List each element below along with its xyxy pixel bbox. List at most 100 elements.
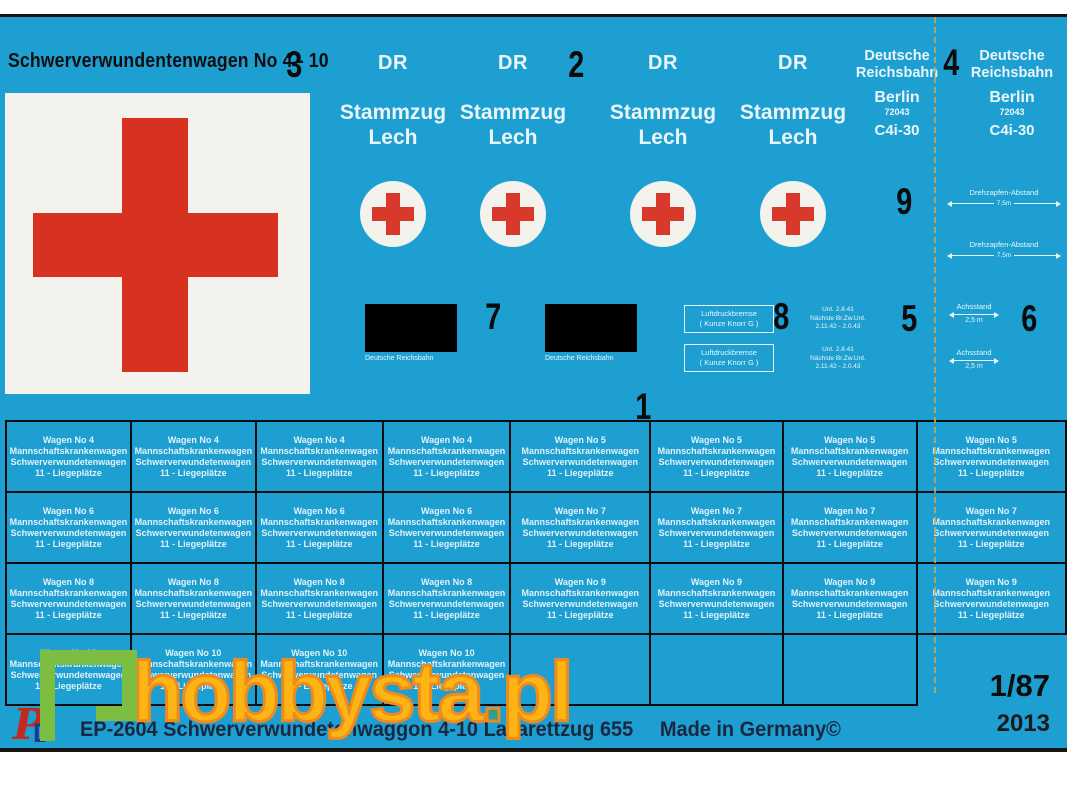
dr-column: DR Stammzug Lech [338,52,448,150]
arrow-line [947,200,994,207]
arrow-line [974,357,999,364]
reichsbahn-line1: Deutsche [864,48,930,64]
red-cross-horizontal-bar [33,213,278,277]
wagon-cell: Wagen No 7 Mannschaftskrankenwagen Schwerv… [781,491,918,564]
brake-line2: ( Kunze Knorr G ) [699,358,759,367]
inspection-note: Unt. 2.8.41 Nächste Br.Zw.Unt. 2.11.42 -… [796,306,880,332]
pivot-distance-note: Drehzapfen-Abstand 7,5m [947,240,1061,259]
train-name-line1: Stammzug [339,101,447,124]
inspection-line3: 2.11.42 - 2.0.43 [815,363,861,370]
coach-class: C4i-30 [874,122,920,139]
marker-7: 7 [485,296,502,337]
inspection-line1: Unt. 2.8.41 [822,306,854,313]
brake-line1: Luftdruckbremse [701,309,757,318]
measure-arrow [949,311,999,318]
pivot-distance-value: 7,5m [996,252,1012,259]
inspection-note: Unt. 2.8.41 Nächste Br.Zw.Unt. 2.11.42 -… [796,346,880,372]
bottom-border-line [0,748,1067,752]
made-in-germany: Made in Germany© [659,718,841,741]
wagon-cell: Wagen No 8 Mannschaftskrankenwagen Schwerv… [254,562,384,635]
inspection-line2: Nächste Br.Zw.Unt. [810,354,866,362]
red-cross-roundel [760,181,826,247]
wagon-cell: Wagen No 5 Mannschaftskrankenwagen Schwerv… [781,420,918,493]
train-name-line2: Lech [638,126,688,149]
wagon-cell: Wagen No 8 Mannschaftskrankenwagen Schwerv… [5,562,132,635]
marker-6: 6 [1021,298,1038,339]
roundel-cross-icon [492,207,534,221]
measure-arrow: 7,5m [947,200,1061,207]
measure-arrow: 7,5m [947,252,1061,259]
wagon-cell: Wagen No 4 Mannschaftskrankenwagen Schwerv… [129,420,257,493]
empty-cell [649,633,784,706]
pivot-distance-value: 7,5m [996,200,1012,207]
wagon-cell: Wagen No 9 Mannschaftskrankenwagen Schwerv… [509,562,652,635]
top-border-line [0,14,1067,17]
train-name-line2: Lech [488,126,538,149]
brake-type-box: Luftdruckbremse ( Kunze Knorr G ) [684,344,774,372]
dr-column: DR Stammzug Lech [738,52,848,150]
marker-1: 1 [635,386,652,427]
watermark-dot: . [480,645,506,739]
coach-class: C4i-30 [989,122,1035,139]
dr-label: DR [378,52,408,74]
black-name-plate [365,304,457,352]
reichsbahn-column: Deutsche Reichsbahn Berlin 72043 C4i-30 [952,48,1067,139]
wagon-cell: Wagen No 4 Mannschaftskrankenwagen Schwerv… [254,420,384,493]
name-plate-caption: Deutsche Reichsbahn [365,355,434,362]
measure-arrow [949,357,999,364]
train-name-line2: Lech [768,126,818,149]
name-plate-caption: Deutsche Reichsbahn [545,355,614,362]
red-cross-roundel [630,181,696,247]
roundel-cross-icon [642,207,684,221]
wagon-cell: Wagen No 5 Mannschaftskrankenwagen Schwerv… [915,420,1067,493]
arrow-line [974,311,999,318]
axle-distance-value: 2,5 m [965,317,983,324]
empty-cell [509,633,652,706]
watermark-text: hobbysta.pl [130,649,574,736]
dr-label: DR [498,52,528,74]
product-code-title: EP-2604 Schwerverwundetenwaggon 4-10 Laz… [80,718,634,741]
wagon-cell: Wagen No 10 Mannschaftskrankenwagen Schwer… [254,633,384,706]
dr-label: DR [778,52,808,74]
hobbysta-watermark: hobbysta.pl [40,649,575,741]
arrow-line [949,311,974,318]
wagon-cell: Wagen No 6 Mannschaftskrankenwagen Schwerv… [5,491,132,564]
wagon-cell: Wagen No 6 Mannschaftskrankenwagen Schwerv… [381,491,512,564]
train-name-line1: Stammzug [739,101,847,124]
reichsbahn-city: Berlin [874,89,920,106]
black-name-plate [545,304,637,352]
pivot-distance-label: Drehzapfen-Abstand [969,240,1039,249]
empty-cell [781,633,918,706]
marker-8: 8 [773,296,790,337]
axle-distance-value: 2,5 m [965,363,983,370]
pivot-distance-note: Drehzapfen-Abstand 7,5m [947,188,1061,207]
inspection-line1: Unt. 2.8.41 [822,346,854,353]
reichsbahn-number: 72043 [999,107,1025,117]
dr-column: DR Stammzug Lech [458,52,568,150]
wagon-cell: Wagen No 6 Mannschaftskrankenwagen Schwerv… [129,491,257,564]
wagon-cell: Wagen No 7 Mannschaftskrankenwagen Schwerv… [915,491,1067,564]
wagon-cell: Wagen No 7 Mannschaftskrankenwagen Schwerv… [509,491,652,564]
train-name-line1: Stammzug [609,101,717,124]
logo-bracket-hook [96,706,122,721]
logo-letter-p: P [13,700,45,749]
wagon-cell: Wagen No 7 Mannschaftskrankenwagen Schwerv… [649,491,784,564]
marker-4: 4 [943,42,960,83]
footer-product-line: EP-2604 Schwerverwundetenwaggon 4-10 Laz… [80,718,841,742]
large-red-cross-decal [5,93,310,394]
hobbysta-logo-icon [40,650,137,741]
train-name-line1: Stammzug [459,101,567,124]
wagon-cell: Wagen No 4 Mannschaftskrankenwagen Schwerv… [381,420,512,493]
reichsbahn-city: Berlin [989,89,1035,106]
watermark-brand: hobbysta [130,645,485,739]
wagon-cell: Wagen No 9 Mannschaftskrankenwagen Schwerv… [781,562,918,635]
wagon-cell: Wagen No 5 Mannschaftskrankenwagen Schwerv… [509,420,652,493]
axle-distance-note: Achsstand 2,5 m [949,348,999,370]
wagon-table: Wagen No 4 Mannschaftskrankenwagen Schwerv… [5,420,1067,706]
brake-line2: ( Kunze Knorr G ) [699,319,759,328]
train-name-line2: Lech [368,126,418,149]
axle-distance-note: Achsstand 2,5 m [949,302,999,324]
marker-9: 9 [896,181,913,222]
reichsbahn-column: Deutsche Reichsbahn Berlin 72043 C4i-30 [837,48,957,139]
